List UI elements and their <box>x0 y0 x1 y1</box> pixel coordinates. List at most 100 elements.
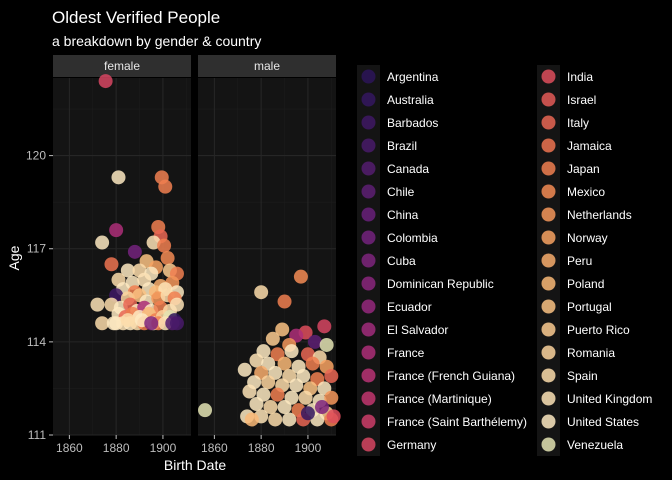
legend-label: Poland <box>567 277 604 291</box>
x-axis: 1860 1880 1900 1860 1880 1900 <box>56 435 322 455</box>
legend-label: Argentina <box>387 70 439 84</box>
legend-swatch <box>541 276 556 291</box>
data-point <box>293 269 308 284</box>
legend-swatch <box>361 322 376 337</box>
facet-panel-male: male <box>198 55 341 436</box>
data-point <box>289 378 304 393</box>
legend-swatch <box>361 92 376 107</box>
data-point <box>277 400 292 415</box>
legend-label: Barbados <box>387 116 438 130</box>
legend-swatch <box>541 414 556 429</box>
legend-swatch <box>541 253 556 268</box>
data-point <box>106 316 121 331</box>
x-tick-label: 1900 <box>150 441 177 455</box>
x-tick-label: 1880 <box>103 441 130 455</box>
data-point <box>104 257 119 272</box>
data-point <box>275 322 290 337</box>
legend-label: Japan <box>567 162 600 176</box>
legend-swatch <box>541 207 556 222</box>
legend-swatch <box>541 368 556 383</box>
legend-label: Jamaica <box>567 139 612 153</box>
y-axis-title: Age <box>6 245 22 270</box>
legend-label: Germany <box>387 438 436 452</box>
legend-swatch <box>361 299 376 314</box>
chart-subtitle: a breakdown by gender & country <box>52 33 261 49</box>
legend-label: France (French Guiana) <box>387 369 515 383</box>
data-point <box>254 285 269 300</box>
legend-swatch <box>361 253 376 268</box>
legend-swatch <box>361 115 376 130</box>
legend-label: Cuba <box>387 254 416 268</box>
data-point <box>169 297 184 312</box>
legend-swatch <box>361 69 376 84</box>
legend-label: Norway <box>567 231 608 245</box>
legend-swatch <box>541 115 556 130</box>
legend-swatch <box>361 368 376 383</box>
legend-label: El Salvador <box>387 323 448 337</box>
x-tick-label: 1900 <box>295 441 322 455</box>
data-point <box>249 353 264 368</box>
data-point <box>160 251 175 266</box>
data-point <box>244 412 259 427</box>
data-point <box>242 384 257 399</box>
data-point <box>326 409 341 424</box>
data-point <box>317 319 332 334</box>
legend-label: Spain <box>567 369 598 383</box>
data-point <box>270 387 285 402</box>
y-axis: 111 114 117 120 <box>26 149 53 442</box>
data-point <box>158 179 173 194</box>
legend-swatch <box>541 437 556 452</box>
legend-label: Netherlands <box>567 208 632 222</box>
legend-swatch <box>361 414 376 429</box>
legend-swatch <box>361 138 376 153</box>
legend-swatch <box>541 299 556 314</box>
data-point <box>261 375 276 390</box>
legend-swatch <box>541 230 556 245</box>
legend-label: Colombia <box>387 231 438 245</box>
data-point <box>95 235 110 250</box>
legend-swatch <box>541 69 556 84</box>
legend-swatch <box>361 184 376 199</box>
data-point <box>300 406 315 421</box>
legend-label: Dominican Republic <box>387 277 494 291</box>
legend-label: Chile <box>387 185 415 199</box>
x-tick-label: 1860 <box>56 441 83 455</box>
data-point <box>95 316 110 331</box>
chart-title: Oldest Verified People <box>52 8 220 27</box>
data-point <box>249 396 264 411</box>
data-point <box>277 294 292 309</box>
legend-label: Puerto Rico <box>567 323 630 337</box>
legend-swatch <box>541 345 556 360</box>
legend-swatch <box>361 345 376 360</box>
legend-swatch <box>541 92 556 107</box>
data-point <box>319 337 334 352</box>
data-point <box>324 390 339 405</box>
legend-swatch <box>541 184 556 199</box>
legend-label: Brazil <box>387 139 417 153</box>
data-point <box>263 400 278 415</box>
legend-label: France (Martinique) <box>387 392 492 406</box>
facet-panel-female: female <box>53 55 191 436</box>
data-point <box>98 74 113 89</box>
legend-label: Romania <box>567 346 615 360</box>
legend-label: Ecuador <box>387 300 432 314</box>
legend-swatch <box>541 391 556 406</box>
legend: Argentina Australia Barbados Brazil Canada Ch… <box>353 60 652 460</box>
data-point <box>268 412 283 427</box>
data-point <box>120 263 135 278</box>
data-point <box>284 344 299 359</box>
legend-label: Portugal <box>567 300 612 314</box>
legend-label: Venezuela <box>567 438 623 452</box>
data-point <box>127 244 142 259</box>
y-tick-label: 114 <box>27 335 46 349</box>
legend-swatch <box>361 391 376 406</box>
legend-label: France (Saint Barthélemy) <box>387 415 527 429</box>
legend-swatch <box>361 437 376 452</box>
legend-label: Peru <box>567 254 592 268</box>
legend-label: Mexico <box>567 185 605 199</box>
data-point <box>314 400 329 415</box>
facet-strip <box>198 55 336 77</box>
data-point <box>157 238 172 253</box>
data-point <box>282 412 297 427</box>
y-tick-label: 120 <box>26 149 46 163</box>
